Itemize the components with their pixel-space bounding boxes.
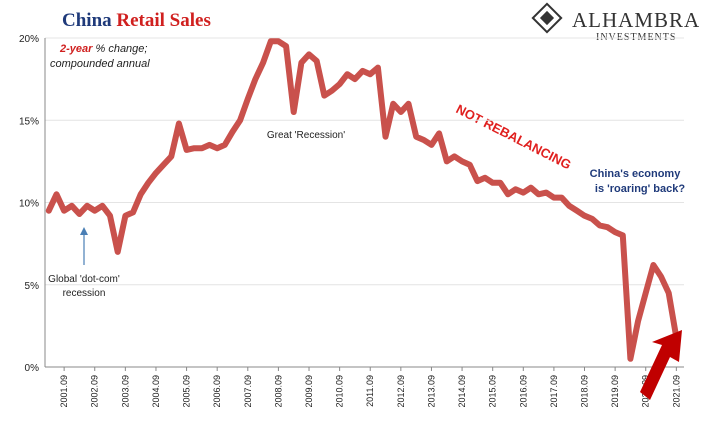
y-tick-label: 20% <box>19 34 39 45</box>
logo-diamond <box>539 10 555 26</box>
x-tick-label: 2005.09 <box>182 375 192 408</box>
annotation-part: 2-year <box>59 43 93 55</box>
chart-title: China Retail Sales <box>62 10 211 31</box>
y-tick-label: 5% <box>25 281 40 292</box>
x-tick-label: 2021.09 <box>671 375 681 408</box>
logo: ALHAMBRA INVESTMENTS <box>531 2 700 43</box>
logo-diamond <box>531 2 563 34</box>
x-tick-label: 2016.09 <box>518 375 528 408</box>
x-tick-label: 2013.09 <box>426 375 436 408</box>
annotation: Global 'dot-com' <box>48 274 120 285</box>
annotation: China's economy <box>590 168 682 180</box>
x-tick-label: 2008.09 <box>273 375 283 408</box>
annotation-part: % change; <box>95 43 147 55</box>
annotation: compounded annual <box>50 58 150 70</box>
y-tick-label: 0% <box>25 363 40 374</box>
x-tick-label: 2009.09 <box>304 375 314 408</box>
annotation: NOT REBALANCING <box>454 101 574 172</box>
x-tick-label: 2014.09 <box>457 375 467 408</box>
x-tick-label: 2010.09 <box>335 375 345 408</box>
annotation: 2-year % change; <box>59 43 147 55</box>
title-part: China <box>62 10 112 31</box>
y-tick-label: 15% <box>19 116 39 127</box>
y-tick-label: 10% <box>19 199 39 210</box>
title-part: Retail Sales <box>116 10 210 31</box>
x-tick-label: 2017.09 <box>549 375 559 408</box>
data-line <box>45 38 680 362</box>
x-tick-label: 2004.09 <box>151 375 161 408</box>
x-tick-label: 2018.09 <box>580 375 590 408</box>
plot-area: 0% 5% 10% 15% 20% 2001.09 2002.09 2003.09 2004.0… <box>19 34 684 408</box>
x-tick-label: 2007.09 <box>243 375 253 408</box>
x-tick-label: 2006.09 <box>212 375 222 408</box>
annotation-arrow <box>640 330 682 400</box>
x-tick-label: 2015.09 <box>488 375 498 408</box>
annotation: recession <box>63 288 106 299</box>
x-tick-label: 2011.09 <box>365 375 375 407</box>
x-tick-label: 2019.09 <box>610 375 620 408</box>
annotation: Great 'Recession' <box>267 130 345 141</box>
annotation: is 'roaring' back? <box>595 183 685 195</box>
annotation-arrow <box>80 227 88 235</box>
logo-name: ALHAMBRA <box>572 8 700 32</box>
x-tick-label: 2002.09 <box>90 375 100 408</box>
x-tick-label: 2001.09 <box>59 375 69 408</box>
x-tick-label: 2012.09 <box>396 375 406 408</box>
x-tick-label: 2003.09 <box>120 375 130 408</box>
